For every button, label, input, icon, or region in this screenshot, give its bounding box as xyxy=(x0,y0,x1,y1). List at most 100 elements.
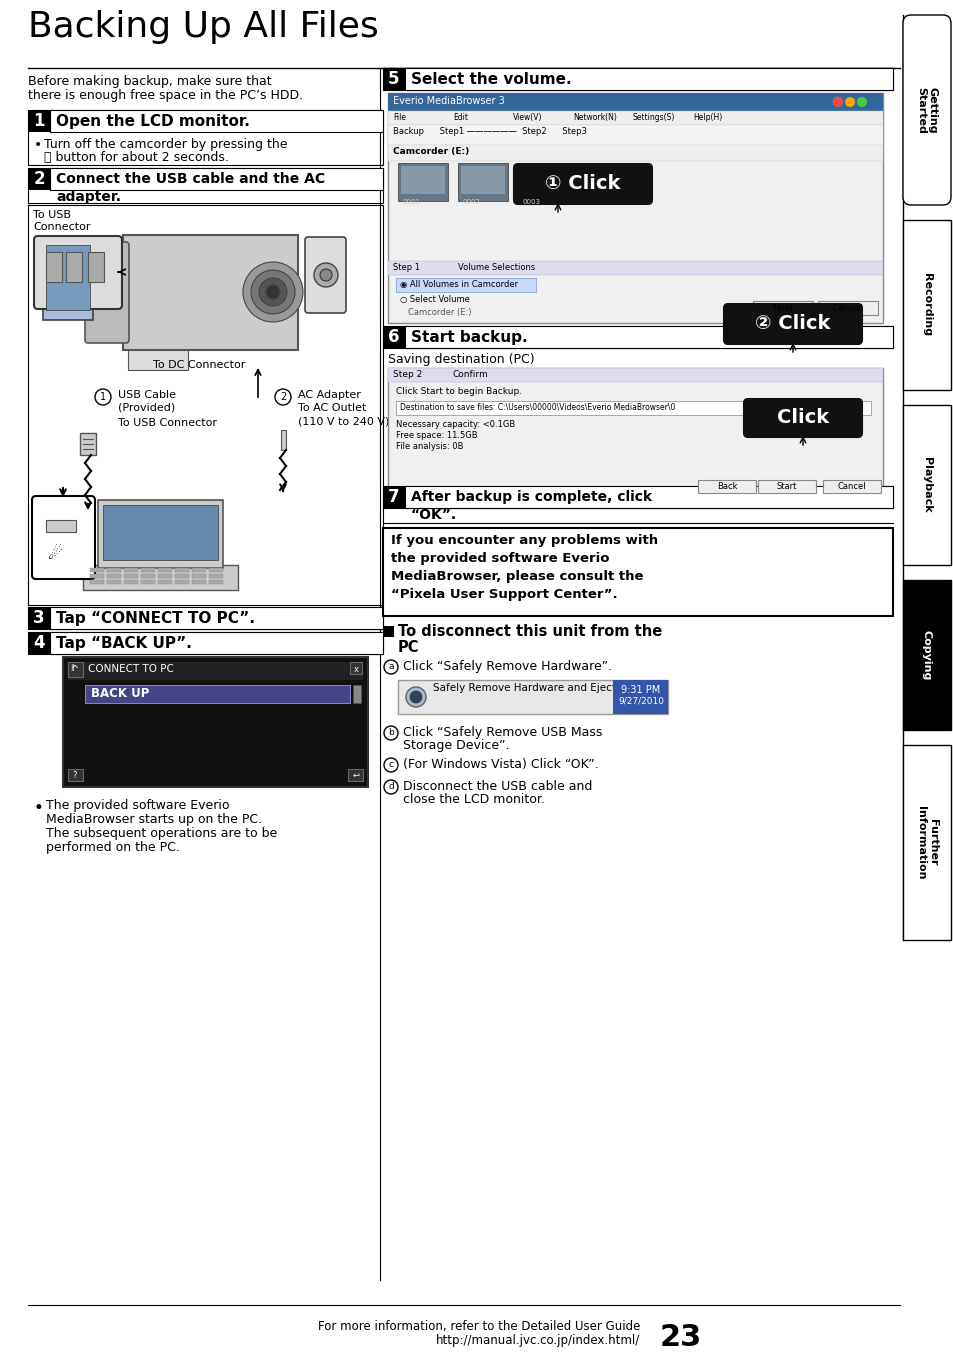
Text: 9/27/2010: 9/27/2010 xyxy=(618,697,663,706)
FancyBboxPatch shape xyxy=(723,304,862,345)
Text: The subsequent operations are to be: The subsequent operations are to be xyxy=(46,826,277,840)
Text: Tap “CONNECT TO PC”.: Tap “CONNECT TO PC”. xyxy=(56,611,254,626)
Bar xyxy=(107,579,121,584)
Bar xyxy=(520,166,564,194)
Bar xyxy=(90,574,104,578)
Text: Start backup.: Start backup. xyxy=(411,330,527,345)
Text: x: x xyxy=(354,665,358,674)
Text: there is enough free space in the PC’s HDD.: there is enough free space in the PC’s H… xyxy=(28,90,303,102)
Bar xyxy=(758,480,815,493)
Text: 0003: 0003 xyxy=(522,199,540,205)
Text: Camcorder (E:): Camcorder (E:) xyxy=(408,308,471,318)
Text: AC Adapter: AC Adapter xyxy=(297,389,360,400)
Text: MediaBrowser, please consult the: MediaBrowser, please consult the xyxy=(391,570,643,584)
Text: Connect the USB cable and the AC: Connect the USB cable and the AC xyxy=(56,172,325,186)
Bar xyxy=(388,125,882,145)
Text: Select the volume.: Select the volume. xyxy=(411,72,571,87)
Bar xyxy=(123,235,297,350)
Text: Volume Selections: Volume Selections xyxy=(457,263,535,271)
Text: Getting
Started: Getting Started xyxy=(915,87,937,133)
FancyBboxPatch shape xyxy=(514,164,651,204)
Text: Further
Information: Further Information xyxy=(915,806,937,879)
Bar xyxy=(388,111,882,125)
Text: View(V): View(V) xyxy=(513,113,542,122)
Bar xyxy=(88,252,104,282)
Bar xyxy=(517,163,567,201)
Text: Turn off the camcorder by pressing the: Turn off the camcorder by pressing the xyxy=(44,138,287,151)
Circle shape xyxy=(406,687,426,707)
Text: Network(N): Network(N) xyxy=(573,113,617,122)
Text: ◉ All Volumes in Camcorder: ◉ All Volumes in Camcorder xyxy=(399,280,517,289)
Text: To DC Connector: To DC Connector xyxy=(152,360,245,370)
Bar xyxy=(43,240,92,320)
Text: Copying: Copying xyxy=(921,630,931,680)
Bar xyxy=(28,168,50,190)
Text: File analysis: 0B: File analysis: 0B xyxy=(395,442,463,451)
Text: ^: ^ xyxy=(71,665,79,674)
Circle shape xyxy=(856,96,866,107)
Bar xyxy=(107,569,121,573)
Bar xyxy=(388,368,882,498)
Bar xyxy=(395,278,536,292)
FancyBboxPatch shape xyxy=(902,15,950,205)
Text: File: File xyxy=(393,113,406,122)
Text: Cancel: Cancel xyxy=(832,304,862,313)
Circle shape xyxy=(251,270,294,313)
Text: If you encounter any problems with: If you encounter any problems with xyxy=(391,535,658,547)
Text: Destination to save files: C:\Users\00000\Videos\Everio MediaBrowser\0: Destination to save files: C:\Users\0000… xyxy=(399,403,675,413)
Bar xyxy=(192,569,206,573)
Text: ○ Select Volume: ○ Select Volume xyxy=(399,294,470,304)
Bar xyxy=(141,574,154,578)
Bar xyxy=(382,326,892,347)
Bar xyxy=(388,94,882,323)
Circle shape xyxy=(844,96,854,107)
Bar xyxy=(50,168,382,190)
Bar xyxy=(209,579,223,584)
Bar xyxy=(902,220,950,389)
Bar xyxy=(405,486,892,508)
Bar xyxy=(103,505,218,560)
Bar xyxy=(817,301,877,315)
Bar xyxy=(353,685,360,703)
Bar xyxy=(752,301,812,315)
Bar xyxy=(397,680,667,714)
Text: “Pixela User Support Center”.: “Pixela User Support Center”. xyxy=(391,588,617,601)
Text: To USB: To USB xyxy=(33,210,71,220)
Circle shape xyxy=(384,780,397,794)
Bar xyxy=(281,430,286,451)
Circle shape xyxy=(384,660,397,674)
Bar xyxy=(348,769,363,782)
Bar xyxy=(405,326,892,347)
Bar xyxy=(388,94,882,111)
Circle shape xyxy=(410,691,421,703)
Text: Free space: 11.5GB: Free space: 11.5GB xyxy=(395,432,477,440)
Bar xyxy=(50,607,382,630)
Text: Necessary capacity: <0.1GB: Necessary capacity: <0.1GB xyxy=(395,421,515,429)
Circle shape xyxy=(258,278,287,305)
Text: Safely Remove Hardware and Eject Media: Safely Remove Hardware and Eject Media xyxy=(433,683,650,693)
Text: (Provided): (Provided) xyxy=(118,403,175,413)
Bar xyxy=(158,574,172,578)
Bar xyxy=(28,632,382,654)
Text: •: • xyxy=(34,799,44,817)
Bar xyxy=(405,68,892,90)
Text: •: • xyxy=(34,138,42,152)
Bar xyxy=(698,480,755,493)
Circle shape xyxy=(274,389,291,404)
Text: ⏻ button for about 2 seconds.: ⏻ button for about 2 seconds. xyxy=(44,151,229,164)
Circle shape xyxy=(314,263,337,286)
Bar xyxy=(107,574,121,578)
Bar xyxy=(46,246,90,309)
Bar xyxy=(50,110,382,132)
Text: performed on the PC.: performed on the PC. xyxy=(46,841,180,854)
Text: 0001: 0001 xyxy=(402,199,420,205)
Bar xyxy=(85,685,350,703)
Bar xyxy=(192,574,206,578)
Text: the provided software Everio: the provided software Everio xyxy=(391,552,609,565)
Bar xyxy=(28,110,382,166)
Text: MediaBrowser starts up on the PC.: MediaBrowser starts up on the PC. xyxy=(46,813,262,826)
Bar xyxy=(388,261,882,275)
Circle shape xyxy=(319,269,332,281)
Text: a: a xyxy=(388,662,394,670)
Text: Confirm: Confirm xyxy=(453,370,488,379)
